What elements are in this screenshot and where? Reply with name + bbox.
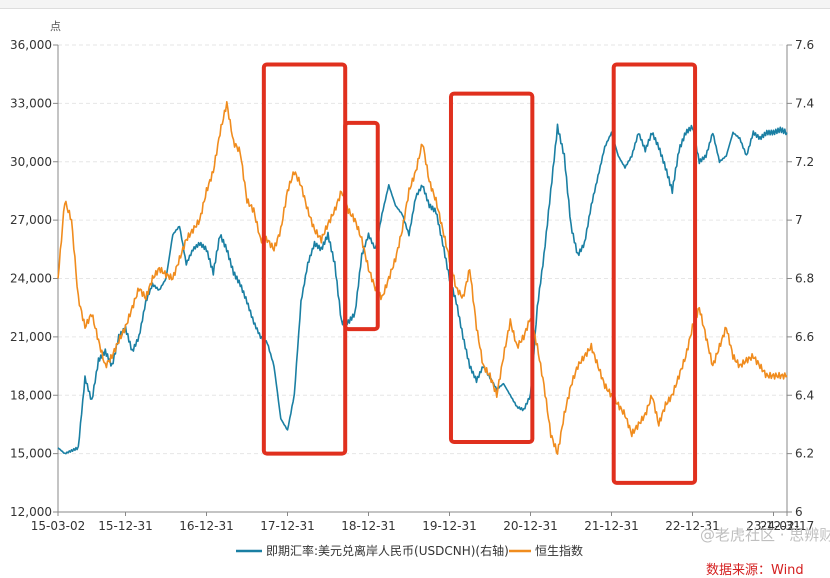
legend: 即期汇率:美元兑离岸人民币(USDCNH)(右轴) 恒生指数	[236, 543, 583, 558]
right-tick-label: 6	[795, 505, 803, 519]
right-tick-label: 7.2	[795, 155, 814, 169]
left-tick-label: 18,000	[10, 388, 52, 402]
x-tick-label: 24-02-17	[760, 519, 814, 533]
x-tick-label: 16-12-31	[179, 519, 233, 533]
tick-labels: 12,000 15,000 18,000 21,000 24,000 27,000 30,0…	[10, 38, 814, 533]
x-tick-label: 15-03-02	[31, 519, 85, 533]
left-tick-label: 30,000	[10, 155, 52, 169]
grid-lines	[58, 44, 787, 455]
right-tick-label: 6.2	[795, 447, 814, 461]
right-tick-label: 6.8	[795, 272, 814, 286]
x-tick-label: 21-12-31	[584, 519, 638, 533]
right-tick-label: 6.4	[795, 388, 814, 402]
left-tick-label: 27,000	[10, 213, 52, 227]
x-tick-label: 19-12-31	[422, 519, 476, 533]
legend-label-hsi: 恒生指数	[535, 543, 583, 558]
right-tick-label: 6.6	[795, 330, 814, 344]
x-tick-label: 17-12-31	[260, 519, 314, 533]
axes	[53, 44, 792, 516]
highlight-box-4	[611, 62, 698, 485]
left-tick-label: 24,000	[10, 272, 52, 286]
left-tick-label: 36,000	[10, 38, 52, 52]
highlight-box-2	[343, 120, 380, 332]
left-tick-label: 12,000	[10, 505, 52, 519]
left-tick-label: 15,000	[10, 447, 52, 461]
highlight-box-3	[448, 91, 535, 444]
x-tick-label: 20-12-31	[503, 519, 557, 533]
series-lines	[57, 101, 788, 455]
data-source: 数据来源：Wind	[706, 563, 804, 578]
left-tick-label: 21,000	[10, 330, 52, 344]
series-line-hsi	[57, 101, 788, 455]
toolbar-strip	[0, 0, 830, 8]
highlight-boxes	[261, 62, 698, 485]
legend-label-usdcnh: 即期汇率:美元兑离岸人民币(USDCNH)(右轴)	[266, 543, 509, 558]
x-tick-label: 15-12-31	[98, 519, 152, 533]
x-tick-label: 18-12-31	[341, 519, 395, 533]
y-unit-label: 点	[50, 20, 61, 33]
watermark: @老虎社区 · 思辨财经	[700, 526, 830, 544]
right-tick-label: 7.6	[795, 38, 814, 52]
x-tick-label: 23-12-31	[746, 519, 800, 533]
series-line-usdcnh	[57, 123, 788, 455]
left-tick-label: 33,000	[10, 96, 52, 110]
x-tick-label: 22-12-31	[665, 519, 719, 533]
right-tick-label: 7	[795, 213, 803, 227]
right-tick-label: 7.4	[795, 96, 814, 110]
